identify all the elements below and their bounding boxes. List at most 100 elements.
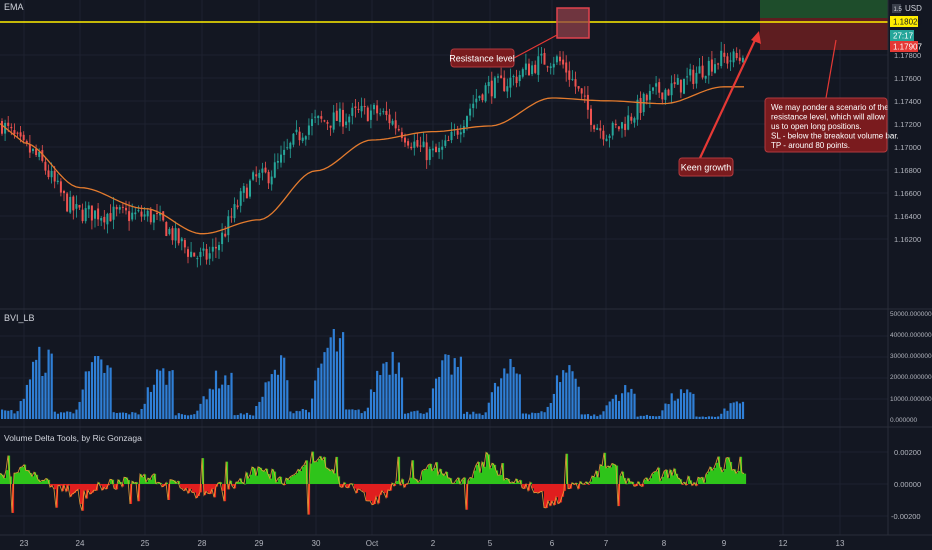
delta-bar-positive[interactable] xyxy=(478,462,481,484)
volume-bar[interactable] xyxy=(22,398,25,419)
volume-bar[interactable] xyxy=(351,409,354,419)
volume-bar[interactable] xyxy=(252,415,255,419)
volume-bar[interactable] xyxy=(438,376,441,419)
candle-body[interactable] xyxy=(66,193,69,212)
candle-body[interactable] xyxy=(50,170,53,178)
volume-bar[interactable] xyxy=(376,370,379,419)
candle-body[interactable] xyxy=(478,95,481,99)
volume-bar[interactable] xyxy=(515,373,518,419)
delta-bar-positive[interactable] xyxy=(250,474,253,484)
delta-bar-negative[interactable] xyxy=(394,484,397,486)
candle-body[interactable] xyxy=(69,196,72,213)
candle-body[interactable] xyxy=(611,122,614,136)
delta-bar-positive[interactable] xyxy=(322,459,325,484)
delta-bar-positive[interactable] xyxy=(604,452,607,484)
candle-body[interactable] xyxy=(438,147,441,153)
delta-bar-positive[interactable] xyxy=(28,470,31,484)
candle-body[interactable] xyxy=(214,246,217,249)
volume-bar[interactable] xyxy=(360,413,363,419)
candle-body[interactable] xyxy=(41,150,44,161)
volume-bar[interactable] xyxy=(317,367,320,419)
resistance-zone-box[interactable] xyxy=(556,7,590,39)
candle-body[interactable] xyxy=(87,205,90,210)
candle-body[interactable] xyxy=(639,97,642,113)
candle-body[interactable] xyxy=(59,181,62,193)
delta-bar-positive[interactable] xyxy=(482,462,485,484)
candle-body[interactable] xyxy=(732,51,735,63)
delta-bar-positive[interactable] xyxy=(268,473,271,484)
candle-body[interactable] xyxy=(242,186,245,193)
candle-body[interactable] xyxy=(90,205,93,221)
candle-body[interactable] xyxy=(636,99,639,120)
delta-bar-positive[interactable] xyxy=(480,472,483,484)
delta-bar-positive[interactable] xyxy=(470,477,473,484)
candle-body[interactable] xyxy=(704,75,707,79)
delta-bar-negative[interactable] xyxy=(634,484,637,487)
candle-body[interactable] xyxy=(503,77,506,92)
volume-bar[interactable] xyxy=(118,412,121,419)
candle-body[interactable] xyxy=(683,78,685,94)
delta-bar-negative[interactable] xyxy=(192,484,195,493)
delta-bar-negative[interactable] xyxy=(360,484,363,490)
delta-bar-negative[interactable] xyxy=(58,484,61,486)
candle-body[interactable] xyxy=(593,125,596,130)
candle-body[interactable] xyxy=(648,90,651,100)
volume-bar[interactable] xyxy=(667,404,670,419)
delta-bar-positive[interactable] xyxy=(650,478,653,484)
volume-bar[interactable] xyxy=(239,413,242,419)
delta-bar-positive[interactable] xyxy=(258,466,261,484)
delta-bar-positive[interactable] xyxy=(126,477,129,484)
delta-bar-positive[interactable] xyxy=(436,462,439,484)
delta-bar-negative[interactable] xyxy=(50,484,53,488)
candle-body[interactable] xyxy=(128,211,131,222)
delta-bar-positive[interactable] xyxy=(42,480,45,484)
candle-body[interactable] xyxy=(717,63,720,65)
candle-body[interactable] xyxy=(121,206,124,208)
volume-bar[interactable] xyxy=(617,400,621,419)
delta-bar-negative[interactable] xyxy=(380,484,383,495)
volume-bar[interactable] xyxy=(599,414,602,419)
volume-bar[interactable] xyxy=(283,357,286,419)
candle-body[interactable] xyxy=(679,79,682,93)
candle-body[interactable] xyxy=(236,205,239,208)
volume-bar[interactable] xyxy=(193,414,196,419)
delta-bar-positive[interactable] xyxy=(30,472,33,484)
volume-bar[interactable] xyxy=(614,394,617,419)
volume-bar[interactable] xyxy=(156,369,159,419)
candle-body[interactable] xyxy=(562,59,565,65)
candle-body[interactable] xyxy=(159,213,162,216)
delta-bar-positive[interactable] xyxy=(620,475,623,484)
candle-body[interactable] xyxy=(1,121,3,134)
volume-bar[interactable] xyxy=(394,373,397,419)
delta-bar-positive[interactable] xyxy=(170,479,173,484)
delta-bar-positive[interactable] xyxy=(310,463,313,484)
volume-bar[interactable] xyxy=(435,378,438,419)
delta-bar-positive[interactable] xyxy=(304,464,307,484)
candle-body[interactable] xyxy=(583,95,586,97)
volume-bar[interactable] xyxy=(97,355,100,419)
delta-bar-negative[interactable] xyxy=(102,484,105,491)
candle-body[interactable] xyxy=(63,190,65,194)
delta-bar-positive[interactable] xyxy=(146,481,149,484)
candle-body[interactable] xyxy=(292,133,295,145)
volume-bar[interactable] xyxy=(509,358,512,419)
volume-bar[interactable] xyxy=(723,408,726,419)
volume-bar[interactable] xyxy=(537,412,540,419)
delta-bar-positive[interactable] xyxy=(490,468,493,484)
volume-bar[interactable] xyxy=(137,414,140,419)
candle-body[interactable] xyxy=(462,126,465,134)
volume-bar[interactable] xyxy=(397,362,400,419)
delta-bar-positive[interactable] xyxy=(396,481,399,484)
delta-bar-negative[interactable] xyxy=(80,484,83,504)
delta-bar-positive[interactable] xyxy=(256,475,259,484)
candle-body[interactable] xyxy=(47,170,50,178)
candle-body[interactable] xyxy=(552,63,555,68)
volume-bar[interactable] xyxy=(593,414,596,419)
volume-bar[interactable] xyxy=(580,414,583,419)
delta-bar-positive[interactable] xyxy=(668,478,671,484)
delta-bar-positive[interactable] xyxy=(38,479,41,484)
delta-bar-positive[interactable] xyxy=(160,482,163,484)
delta-bar-positive[interactable] xyxy=(594,477,597,484)
delta-bar-negative[interactable] xyxy=(196,484,199,498)
delta-bar-positive[interactable] xyxy=(718,456,721,484)
